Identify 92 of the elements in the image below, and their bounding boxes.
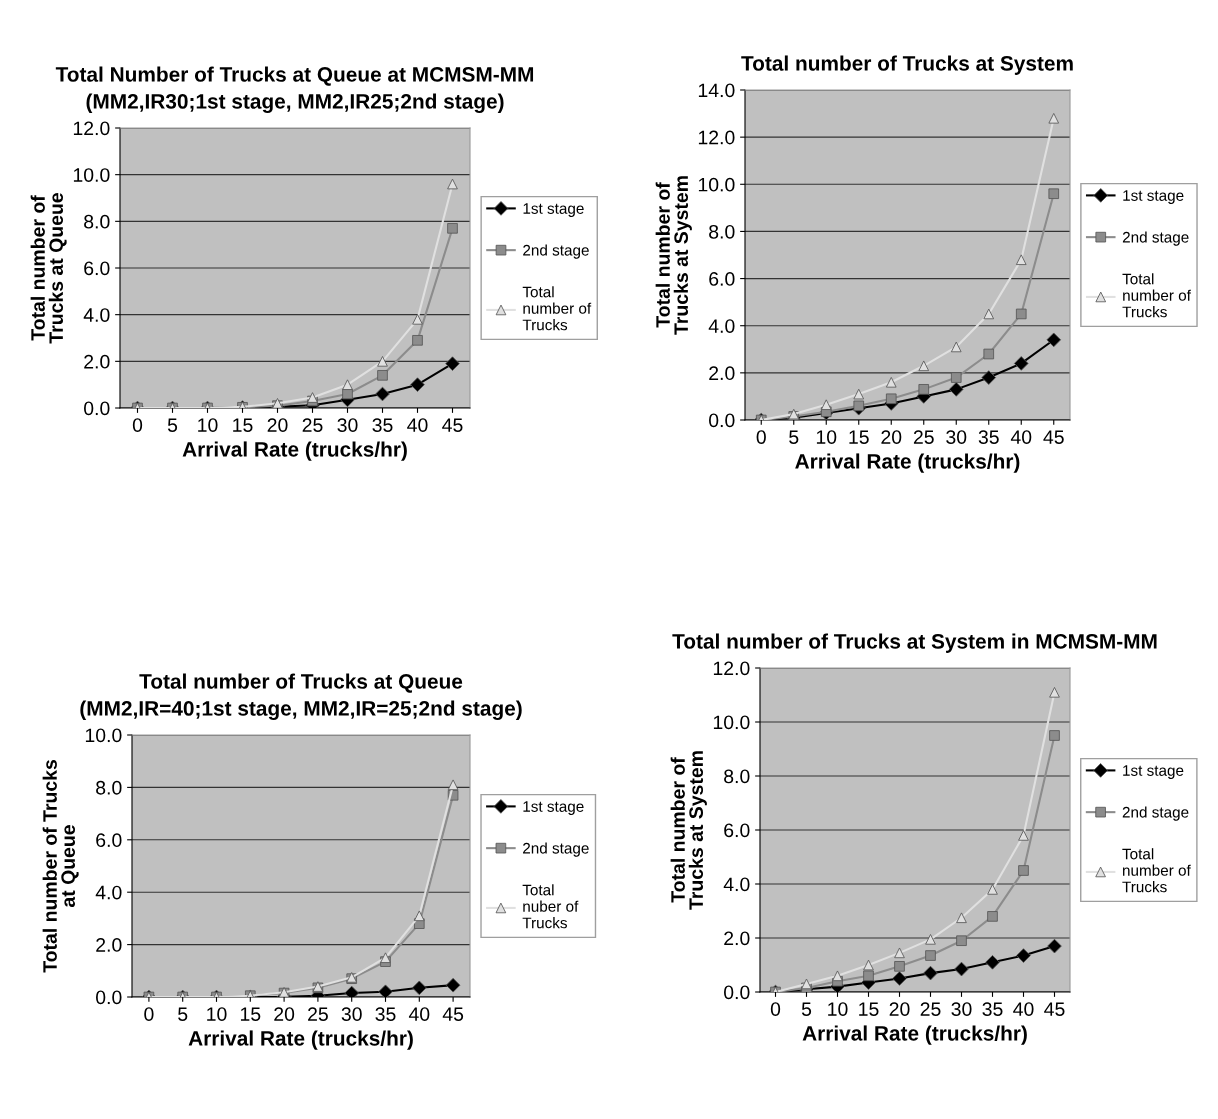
y-tick-label: 4.0 [708, 319, 735, 333]
x-tick-label: 25 [913, 430, 934, 444]
x-tick-label: 45 [1044, 1002, 1065, 1016]
x-tick-label: 20 [881, 430, 902, 444]
x-tick-label: 10 [198, 418, 218, 432]
legend-label: 1st stage [1123, 765, 1184, 779]
y-axis-title: Total number of Trucks at System [655, 176, 692, 335]
legend-label: 2nd stage [1122, 806, 1189, 821]
x-tick-label: 5 [801, 1002, 812, 1016]
y-tick-label: 10.0 [713, 715, 750, 730]
x-tick-label: 25 [308, 1007, 328, 1021]
x-tick-label: 45 [442, 1007, 464, 1021]
x-tick-label: 30 [951, 1002, 972, 1016]
y-tick-label: 4.0 [83, 308, 110, 322]
x-tick-label: 25 [920, 1002, 941, 1016]
x-tick-label: 10 [828, 1002, 848, 1016]
x-tick-label: 30 [341, 1007, 362, 1021]
y-tick-label: 4.0 [95, 885, 122, 900]
x-tick-label: 20 [267, 418, 288, 432]
y-axis-title: Total number of Trucks at System [670, 751, 707, 910]
x-tick-label: 0 [770, 1002, 781, 1016]
chart-title: Total Number of Trucks at Queue at MCMSM-MM (MM2,IR30;1st stage, MM2,IR25;2nd stage) [55, 66, 534, 113]
y-tick-label: 8.0 [84, 214, 110, 229]
y-tick-label: 10.0 [85, 728, 122, 743]
y-tick-label: 12.0 [73, 121, 110, 136]
x-tick-label: 5 [178, 1007, 188, 1021]
x-tick-label: 35 [372, 418, 393, 432]
legend-label: 1st stage [523, 203, 584, 217]
x-tick-label: 35 [982, 1002, 1003, 1016]
y-tick-label: 10.0 [698, 177, 735, 192]
x-axis-title: Arrival Rate (trucks/hr) [182, 441, 407, 461]
x-tick-label: 25 [302, 418, 323, 432]
legend-label: 2nd stage [1122, 231, 1189, 246]
y-tick-label: 0.0 [96, 990, 122, 1005]
y-tick-label: 2.0 [96, 938, 122, 952]
chart-title: Total number of Trucks at Queue (MM2,IR=40;1st stage, MM2,IR=25;2nd stage) [80, 673, 522, 720]
y-tick-label: 8.0 [96, 780, 122, 795]
y-tick-label: 12.0 [713, 661, 750, 676]
legend-label: 1st stage [1123, 190, 1184, 204]
legend-label: Total number of Trucks [522, 286, 592, 331]
x-axis-title: Arrival Rate (trucks/hr) [802, 1025, 1027, 1045]
y-tick-label: 6.0 [709, 272, 735, 286]
x-tick-label: 15 [849, 430, 869, 444]
y-tick-label: 2.0 [709, 366, 735, 381]
x-tick-label: 0 [756, 430, 766, 444]
legend-label: Total number of Trucks [1122, 273, 1191, 318]
x-tick-label: 45 [442, 418, 463, 432]
x-tick-label: 10 [816, 430, 837, 444]
legend-label: 2nd stage [523, 842, 589, 857]
x-tick-label: 30 [337, 418, 358, 432]
x-axis-title: Arrival Rate (trucks/hr) [795, 453, 1020, 473]
x-tick-label: 10 [207, 1007, 227, 1021]
x-tick-label: 40 [408, 1007, 430, 1021]
chart-title: Total number of Trucks at System [741, 55, 1073, 75]
y-tick-label: 14.0 [698, 83, 735, 98]
x-tick-label: 5 [789, 430, 799, 444]
x-tick-label: 20 [889, 1002, 910, 1016]
y-tick-label: 4.0 [723, 877, 750, 892]
x-tick-label: 15 [859, 1002, 879, 1016]
y-tick-label: 8.0 [724, 769, 750, 784]
y-tick-label: 0.0 [724, 985, 750, 1000]
x-tick-label: 35 [978, 430, 999, 444]
legend-label: 1st stage [523, 801, 584, 815]
y-axis-title: Total number of Trucks at Queue [30, 193, 67, 344]
x-tick-label: 5 [167, 418, 178, 432]
legend-label: Total number of Trucks [1122, 848, 1191, 893]
y-axis-title: Total number of Trucks at Queue [42, 760, 79, 973]
x-tick-label: 15 [233, 418, 253, 432]
x-tick-label: 40 [407, 418, 428, 432]
legend-label: 2nd stage [523, 244, 589, 259]
y-tick-label: 2.0 [84, 354, 110, 369]
y-tick-label: 8.0 [709, 224, 735, 239]
y-tick-label: 2.0 [724, 931, 750, 946]
x-tick-label: 45 [1043, 430, 1064, 444]
x-tick-label: 0 [144, 1007, 154, 1021]
y-tick-label: 12.0 [698, 130, 735, 145]
x-tick-label: 0 [132, 418, 143, 432]
x-tick-label: 40 [1010, 430, 1032, 444]
y-tick-label: 0.0 [84, 401, 110, 416]
chart-title: Total number of Trucks at System in MCMSM-MM [672, 633, 1157, 653]
x-axis-title: Arrival Rate (trucks/hr) [188, 1030, 413, 1050]
y-tick-label: 6.0 [96, 833, 122, 848]
x-tick-label: 35 [375, 1007, 396, 1021]
x-tick-label: 20 [274, 1007, 295, 1021]
x-tick-label: 40 [1013, 1002, 1034, 1016]
x-tick-label: 15 [240, 1007, 261, 1021]
y-tick-label: 6.0 [724, 823, 750, 838]
y-tick-label: 6.0 [84, 261, 110, 276]
y-tick-label: 0.0 [709, 413, 735, 428]
legend-label: Total nuber of Trucks [522, 884, 579, 929]
y-tick-label: 10.0 [73, 168, 110, 182]
x-tick-label: 30 [946, 430, 967, 444]
